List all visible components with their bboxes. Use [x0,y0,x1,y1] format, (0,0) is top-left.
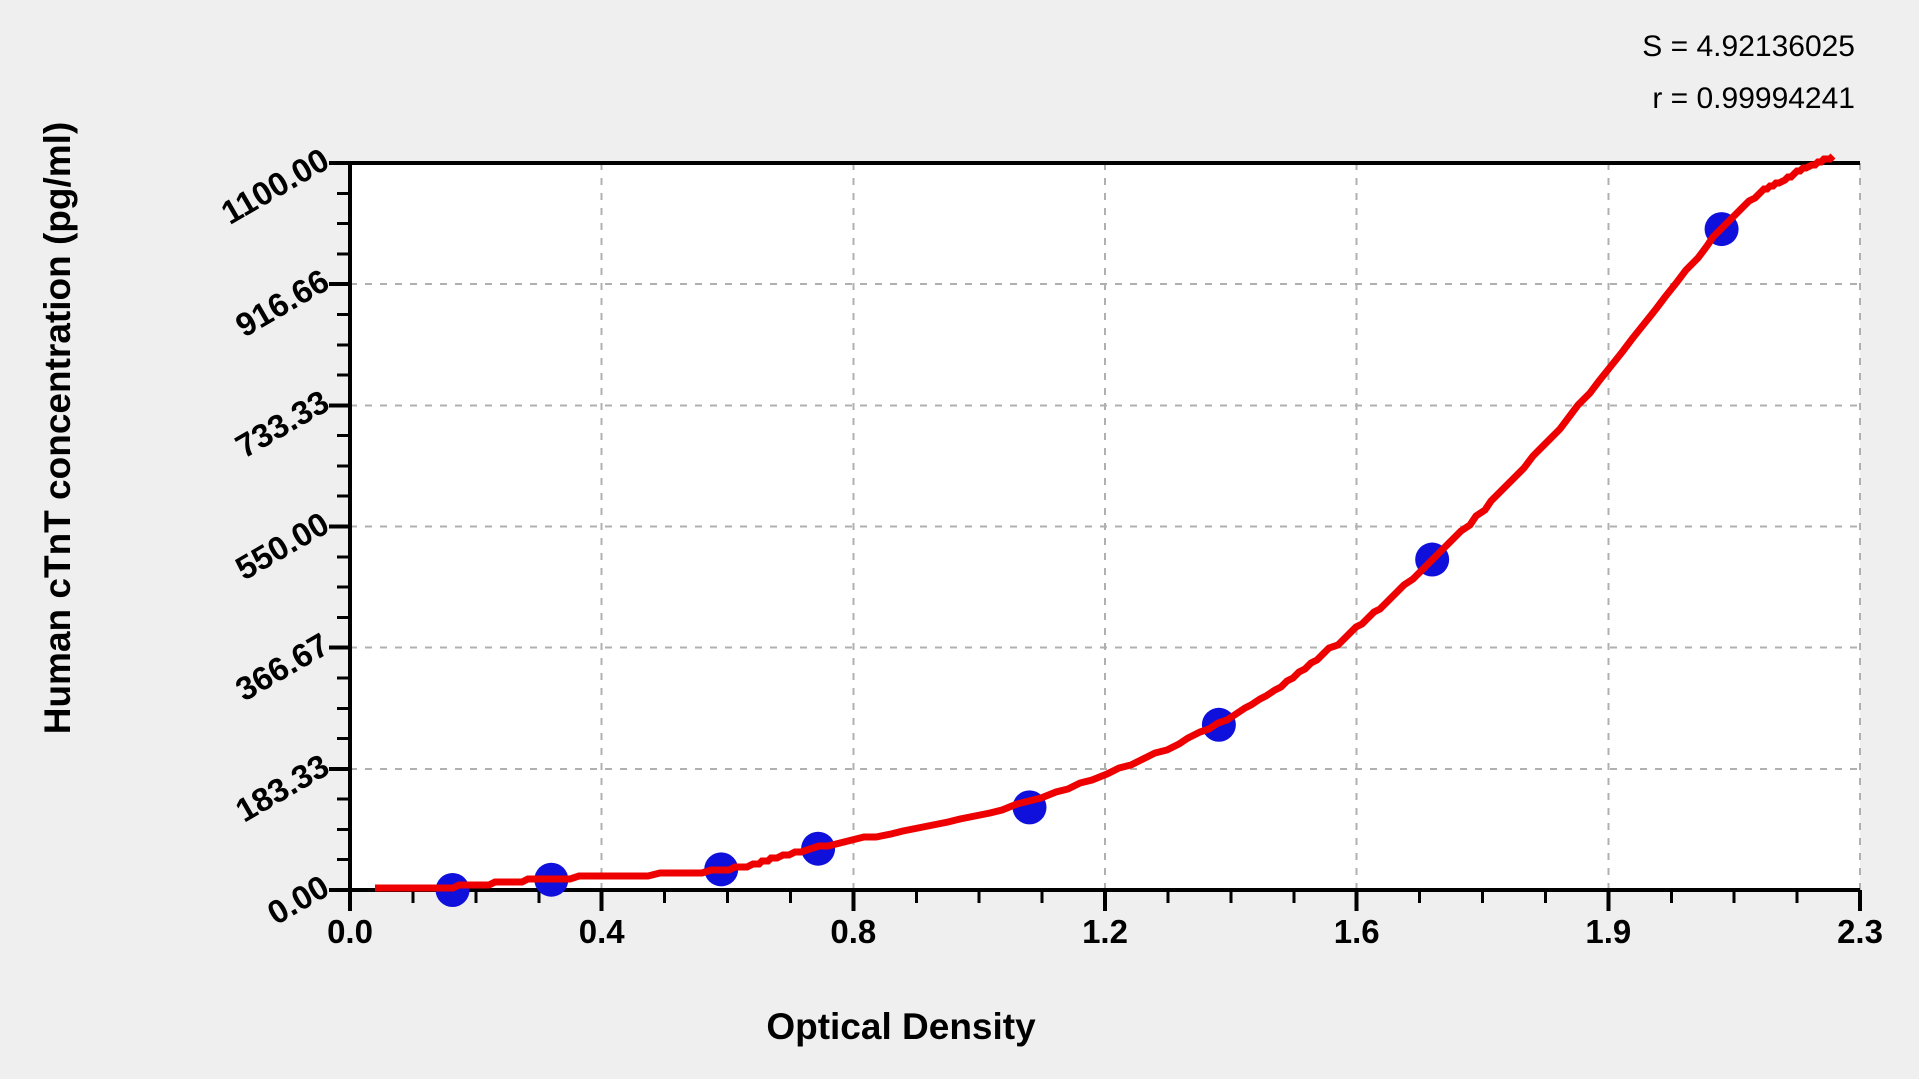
x-tick-label: 2.3 [1837,913,1883,950]
fitted-curve-line [375,153,1836,892]
x-tick-label: 0.8 [830,913,877,950]
x-tick-label: 0.4 [578,913,625,950]
y-axis-title: Human cTnT concentration (pg/ml) [37,121,78,735]
x-tick-label: 1.9 [1585,913,1632,950]
stat-r-value: r = 0.99994241 [1652,82,1855,115]
x-tick-label: 0.0 [327,913,373,950]
x-axis-title: Optical Density [766,1006,1036,1047]
x-tick-label: 1.6 [1333,913,1380,950]
x-tick-label: 1.2 [1082,913,1128,950]
stat-s-value: S = 4.92136025 [1642,30,1855,63]
